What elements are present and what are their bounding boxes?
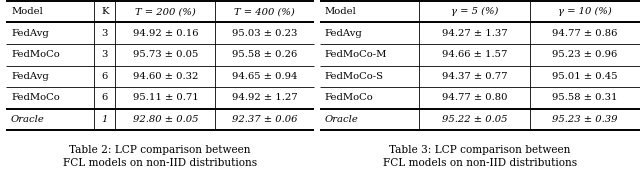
Text: Oracle: Oracle bbox=[11, 115, 45, 124]
Text: 92.80 ± 0.05: 92.80 ± 0.05 bbox=[132, 115, 198, 124]
Text: Table 2: LCP comparison between
FCL models on non-IID distributions: Table 2: LCP comparison between FCL mode… bbox=[63, 145, 257, 168]
Text: Model: Model bbox=[11, 7, 43, 16]
Text: 94.60 ± 0.32: 94.60 ± 0.32 bbox=[132, 72, 198, 81]
Text: γ = 5 (%): γ = 5 (%) bbox=[451, 7, 498, 16]
Text: 3: 3 bbox=[102, 29, 108, 38]
Text: FedAvg: FedAvg bbox=[325, 29, 362, 38]
Text: FedMoCo: FedMoCo bbox=[11, 50, 60, 59]
Text: K: K bbox=[101, 7, 108, 16]
Text: Oracle: Oracle bbox=[325, 115, 358, 124]
Text: 95.58 ± 0.31: 95.58 ± 0.31 bbox=[552, 93, 618, 102]
Text: FedMoCo-M: FedMoCo-M bbox=[325, 50, 387, 59]
Text: 94.65 ± 0.94: 94.65 ± 0.94 bbox=[232, 72, 297, 81]
Text: 3: 3 bbox=[102, 50, 108, 59]
Text: 95.23 ± 0.39: 95.23 ± 0.39 bbox=[552, 115, 618, 124]
Text: γ = 10 (%): γ = 10 (%) bbox=[558, 7, 612, 16]
Text: FedAvg: FedAvg bbox=[11, 29, 49, 38]
Text: 1: 1 bbox=[102, 115, 108, 124]
Text: 95.23 ± 0.96: 95.23 ± 0.96 bbox=[552, 50, 618, 59]
Text: Table 3: LCP comparison between
FCL models on non-IID distributions: Table 3: LCP comparison between FCL mode… bbox=[383, 145, 577, 168]
Text: Model: Model bbox=[325, 7, 356, 16]
Text: FedMoCo: FedMoCo bbox=[325, 93, 374, 102]
Text: 6: 6 bbox=[102, 93, 108, 102]
Text: 94.66 ± 1.57: 94.66 ± 1.57 bbox=[442, 50, 507, 59]
Text: 95.22 ± 0.05: 95.22 ± 0.05 bbox=[442, 115, 507, 124]
Text: FedMoCo-S: FedMoCo-S bbox=[325, 72, 384, 81]
Text: 94.77 ± 0.80: 94.77 ± 0.80 bbox=[442, 93, 507, 102]
Text: FedAvg: FedAvg bbox=[11, 72, 49, 81]
Text: 95.01 ± 0.45: 95.01 ± 0.45 bbox=[552, 72, 618, 81]
Text: 95.58 ± 0.26: 95.58 ± 0.26 bbox=[232, 50, 297, 59]
Text: 94.92 ± 1.27: 94.92 ± 1.27 bbox=[232, 93, 297, 102]
Text: T = 200 (%): T = 200 (%) bbox=[135, 7, 196, 16]
Text: 95.03 ± 0.23: 95.03 ± 0.23 bbox=[232, 29, 297, 38]
Text: 95.73 ± 0.05: 95.73 ± 0.05 bbox=[132, 50, 198, 59]
Text: 6: 6 bbox=[102, 72, 108, 81]
Text: 95.11 ± 0.71: 95.11 ± 0.71 bbox=[132, 93, 198, 102]
Text: 94.77 ± 0.86: 94.77 ± 0.86 bbox=[552, 29, 618, 38]
Text: 94.92 ± 0.16: 94.92 ± 0.16 bbox=[132, 29, 198, 38]
Text: 94.37 ± 0.77: 94.37 ± 0.77 bbox=[442, 72, 507, 81]
Text: 92.37 ± 0.06: 92.37 ± 0.06 bbox=[232, 115, 297, 124]
Text: T = 400 (%): T = 400 (%) bbox=[234, 7, 295, 16]
Text: 94.27 ± 1.37: 94.27 ± 1.37 bbox=[442, 29, 508, 38]
Text: FedMoCo: FedMoCo bbox=[11, 93, 60, 102]
